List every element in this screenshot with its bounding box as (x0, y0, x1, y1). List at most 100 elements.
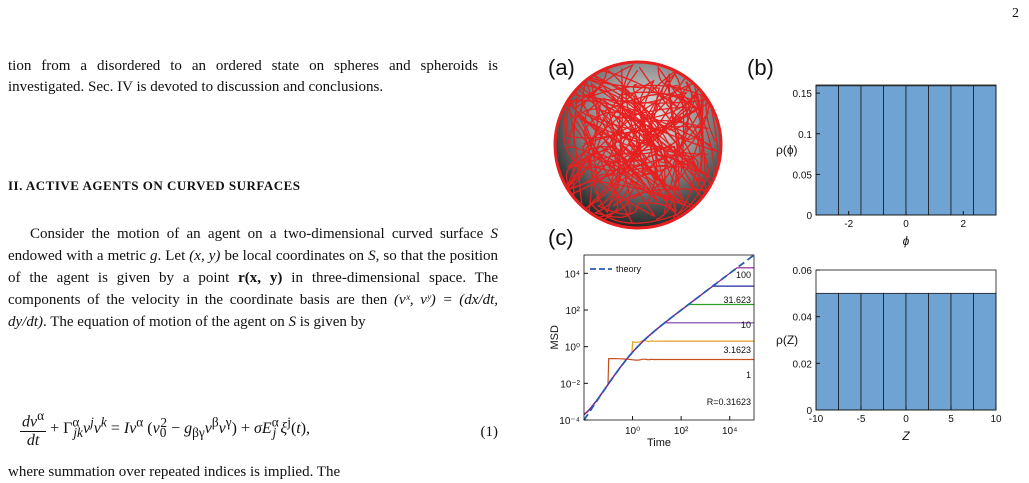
body-text: endowed with a metric (8, 248, 150, 264)
y-tick-label: 0.05 (793, 170, 813, 181)
trajectory-segment (566, 63, 635, 197)
page-number: 2 (1012, 6, 1019, 21)
trajectory-segment (581, 115, 659, 203)
body-paragraph: Consider the motion of an agent on a two… (8, 223, 498, 333)
figure-svg: 0 0.05 0.1 0.15 -2 0 2 ρ(ϕ) ϕ 0 0.02 0.04 0.06 -10 -5… (549, 60, 1002, 449)
trajectory (553, 60, 723, 230)
trajectory-segment (624, 88, 668, 206)
y-tick-label: 10² (566, 306, 581, 317)
equation-1: dvα dt + Γαjkvjvk = Ivα (v02 − gβγvβvγ) +… (8, 400, 498, 460)
x-tick-label: 5 (948, 414, 954, 425)
curve-label: R=0.31623 (707, 397, 751, 407)
curve-label: 31.623 (723, 295, 751, 305)
math-inline: S (368, 248, 376, 264)
curve-label: 10 (741, 320, 751, 330)
section-heading: II. ACTIVE AGENTS ON CURVED SURFACES (8, 178, 301, 193)
math-inline: g (149, 248, 158, 264)
x-tick-label: 2 (961, 219, 967, 230)
math-inline: r(x, y) (238, 270, 283, 286)
trajectory-segment (589, 94, 707, 224)
x-tick-label: -2 (844, 219, 853, 230)
x-tick-label: 10 (990, 414, 1002, 425)
y-tick-label: 0.04 (793, 313, 813, 324)
msd-curve (583, 358, 754, 415)
histogram-bar (950, 292, 974, 411)
histogram-bar (928, 292, 952, 411)
x-axis-label: Time (647, 437, 671, 449)
trajectory-segment (611, 95, 709, 177)
math-inline: (vˣ, vʸ) = (dx/dt, dy/dt) (8, 292, 498, 330)
y-tick-label: 10⁻² (560, 379, 580, 390)
y-axis-label: ρ(Z) (776, 333, 798, 347)
body-text: Consider the motion of an agent on a two… (30, 226, 491, 242)
y-tick-label: 0 (806, 406, 812, 417)
trajectory-segment (570, 145, 677, 221)
trajectory-segment (581, 115, 641, 172)
y-tick-label: 10⁰ (565, 343, 580, 354)
y-tick-label: 0.02 (793, 359, 813, 370)
x-axis-label: Z (901, 429, 910, 443)
histogram-bar (905, 292, 929, 411)
curve-label: 1 (746, 370, 751, 380)
equation-number: (1) (480, 424, 499, 440)
histogram-bar (950, 85, 974, 216)
x-tick-label: 10² (674, 426, 689, 437)
legend-label: theory (616, 264, 642, 274)
histogram-bar (815, 292, 839, 411)
intro-text: tion from a disordered to an ordered sta… (8, 58, 498, 96)
trajectory-segment (625, 156, 665, 199)
trajectory-segment (585, 66, 718, 153)
theory-curve (583, 254, 755, 421)
histogram-bar (973, 85, 997, 216)
y-tick-label: 0.15 (793, 89, 813, 100)
math-inline: S (288, 314, 297, 330)
sphere-panel (553, 60, 723, 230)
equation-body: dvα dt + Γαjkvjvk = Ivα (v02 − gβγvβvγ) +… (20, 408, 311, 450)
trajectory-segment (582, 111, 630, 221)
figure: (a) (b) (c) 0 0.05 0.1 0.15 -2 0 2 ρ(ϕ) ϕ 0 0.02 0… (540, 35, 1029, 478)
trajectory-segment (570, 113, 705, 213)
sphere-outline (553, 60, 723, 230)
histogram-phi: 0 0.05 0.1 0.15 -2 0 2 ρ(ϕ) ϕ (776, 84, 997, 248)
histogram-bar (973, 292, 997, 411)
math-inline: (x, y) (189, 248, 221, 264)
axes-frame (583, 254, 755, 421)
x-axis-label: ϕ (903, 234, 910, 248)
panel-label-b: (b) (747, 55, 774, 80)
histogram-bar (838, 85, 862, 216)
histogram-bar (860, 85, 884, 216)
trailing-text: where summation over repeated indices is… (8, 464, 341, 480)
body-text: . The equation of motion of the agent on (43, 314, 289, 330)
y-tick-label: 10⁻⁴ (559, 416, 580, 427)
body-text: , so that the position of the agent is g… (8, 248, 498, 286)
histogram-bar (860, 292, 884, 411)
trajectory-segment (566, 66, 703, 173)
trajectory-segment (639, 66, 711, 164)
histogram-bar (883, 85, 907, 216)
histogram-bar (928, 85, 952, 216)
panel-label-a: (a) (548, 55, 575, 80)
body-text: be local coordinates on (220, 248, 369, 264)
body-text: . Let (157, 248, 190, 264)
y-tick-label: 0 (806, 211, 812, 222)
x-tick-label: 10⁴ (722, 426, 737, 437)
histogram-bar (905, 85, 929, 216)
x-tick-label: 0 (903, 414, 909, 425)
histogram-bar (815, 85, 839, 216)
body-text: is given by (296, 314, 366, 330)
trajectory-segment (621, 130, 699, 216)
curve-label: 3.1623 (723, 345, 751, 355)
histogram-bar (838, 292, 862, 411)
math-inline: S (490, 226, 499, 242)
histogram-bar (883, 292, 907, 411)
y-tick-label: 10⁴ (565, 269, 580, 280)
y-tick-label: 0.1 (798, 130, 812, 141)
histogram-z: 0 0.02 0.04 0.06 -10 -5 0 5 10 ρ(Z) Z (776, 266, 1002, 443)
msd-plot: 10⁻⁴ 10⁻² 10⁰ 10² 10⁴ 10⁰ 10² 10⁴ Time MSD theory 1… (549, 254, 755, 449)
x-tick-label: 10⁰ (625, 426, 640, 437)
y-tick-label: 0.06 (793, 266, 813, 277)
y-axis-label: MSD (549, 325, 561, 350)
x-tick-label: -5 (857, 414, 866, 425)
intro-paragraph: tion from a disordered to an ordered sta… (8, 56, 498, 99)
trajectory-segment (569, 81, 668, 175)
